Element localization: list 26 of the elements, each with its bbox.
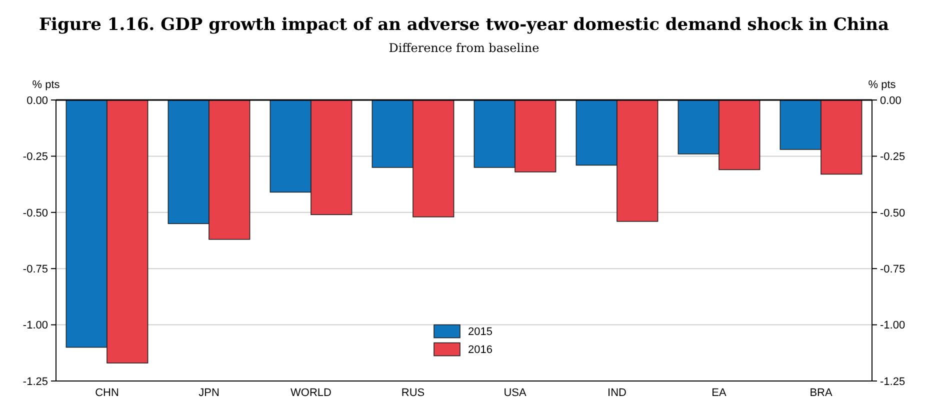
x-tick-label: RUS [401, 387, 425, 399]
legend-label: 2016 [468, 344, 492, 356]
y-tick-label: -1.00 [22, 320, 48, 332]
y-tick-label: -1.25 [22, 376, 48, 388]
y-tick-label: 0.00 [26, 94, 48, 107]
y2-tick-label: -1.25 [880, 376, 906, 388]
y2-tick-label: -0.25 [880, 151, 906, 164]
y2-tick-label: 0.00 [880, 94, 902, 107]
x-tick-label: EA [712, 387, 727, 399]
y2-tick-label: -1.00 [880, 320, 906, 332]
x-tick-label: IND [608, 387, 627, 399]
x-tick-label: BRA [810, 387, 833, 399]
y-tick-label: -0.50 [22, 207, 48, 220]
chart-title: Figure 1.16. GDP growth impact of an adverse two-year domestic demand shock in China [38, 15, 890, 35]
y2-tick-label: -0.50 [880, 207, 906, 220]
x-tick-label: WORLD [290, 387, 332, 399]
y-tick-label: -0.25 [22, 151, 48, 164]
y2-axis-title: % pts [868, 79, 896, 91]
legend-label: 2015 [468, 326, 492, 338]
y2-tick-label: -0.75 [880, 263, 906, 276]
x-tick-label: JPN [198, 387, 220, 399]
y-tick-label: -0.75 [22, 263, 48, 276]
chart-subtitle: Difference from baseline [388, 41, 540, 55]
x-tick-label: CHN [95, 387, 119, 399]
x-tick-label: USA [504, 387, 527, 399]
y-axis-title: % pts [32, 79, 60, 91]
